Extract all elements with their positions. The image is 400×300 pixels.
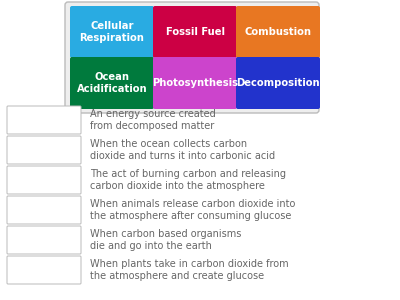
FancyBboxPatch shape xyxy=(7,136,81,164)
Text: When the ocean collects carbon
dioxide and turns it into carbonic acid: When the ocean collects carbon dioxide a… xyxy=(90,139,275,161)
Text: Ocean
Acidification: Ocean Acidification xyxy=(77,72,147,94)
Text: Decomposition: Decomposition xyxy=(236,78,320,88)
FancyBboxPatch shape xyxy=(153,6,237,58)
FancyBboxPatch shape xyxy=(7,166,81,194)
Text: When animals release carbon dioxide into
the atmosphere after consuming glucose: When animals release carbon dioxide into… xyxy=(90,199,295,221)
FancyBboxPatch shape xyxy=(7,196,81,224)
FancyBboxPatch shape xyxy=(7,256,81,284)
Text: Photosynthesis: Photosynthesis xyxy=(152,78,238,88)
Text: The act of burning carbon and releasing
carbon dioxide into the atmosphere: The act of burning carbon and releasing … xyxy=(90,169,286,191)
FancyBboxPatch shape xyxy=(153,57,237,109)
FancyBboxPatch shape xyxy=(7,106,81,134)
Text: An energy source created
from decomposed matter: An energy source created from decomposed… xyxy=(90,109,216,131)
FancyBboxPatch shape xyxy=(236,6,320,58)
Text: Fossil Fuel: Fossil Fuel xyxy=(166,27,224,37)
FancyBboxPatch shape xyxy=(70,57,154,109)
FancyBboxPatch shape xyxy=(65,2,319,113)
Text: When plants take in carbon dioxide from
the atmosphere and create glucose: When plants take in carbon dioxide from … xyxy=(90,259,289,281)
FancyBboxPatch shape xyxy=(236,57,320,109)
FancyBboxPatch shape xyxy=(7,226,81,254)
Text: Combustion: Combustion xyxy=(244,27,312,37)
FancyBboxPatch shape xyxy=(70,6,154,58)
Text: Cellular
Respiration: Cellular Respiration xyxy=(80,21,144,43)
Text: When carbon based organisms
die and go into the earth: When carbon based organisms die and go i… xyxy=(90,229,241,251)
